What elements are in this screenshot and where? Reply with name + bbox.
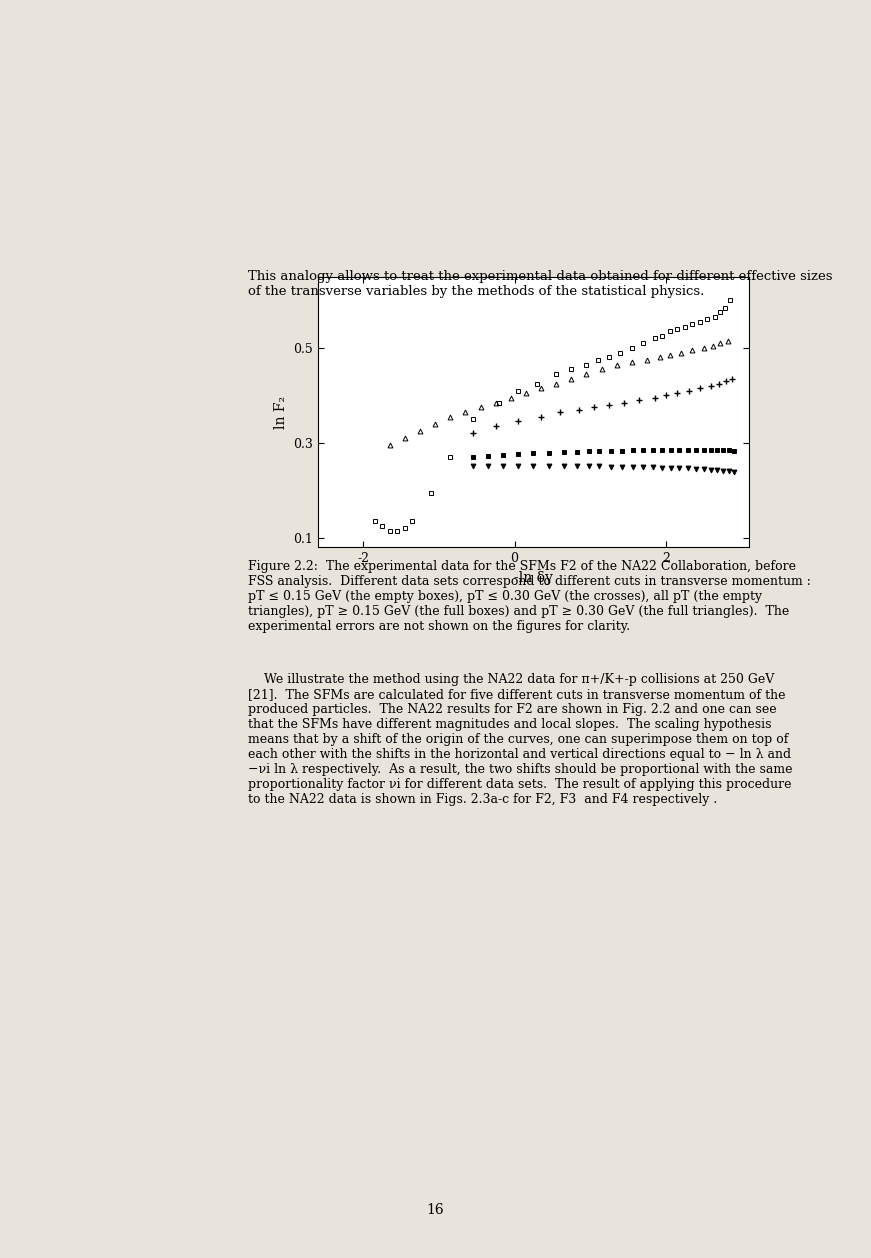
Text: Figure 2.2:  The experimental data for the SFMs F2 of the NA22 Collaboration, be: Figure 2.2: The experimental data for th…: [248, 560, 811, 633]
Text: This analogy allows to treat the experimental data obtained for different effect: This analogy allows to treat the experim…: [248, 270, 833, 298]
Text: 16: 16: [427, 1203, 444, 1218]
X-axis label: -ln δy: -ln δy: [514, 571, 553, 585]
Text: We illustrate the method using the NA22 data for π+/K+-p collisions at 250 GeV
[: We illustrate the method using the NA22 …: [248, 673, 793, 806]
Y-axis label: ln F₂: ln F₂: [273, 395, 287, 429]
